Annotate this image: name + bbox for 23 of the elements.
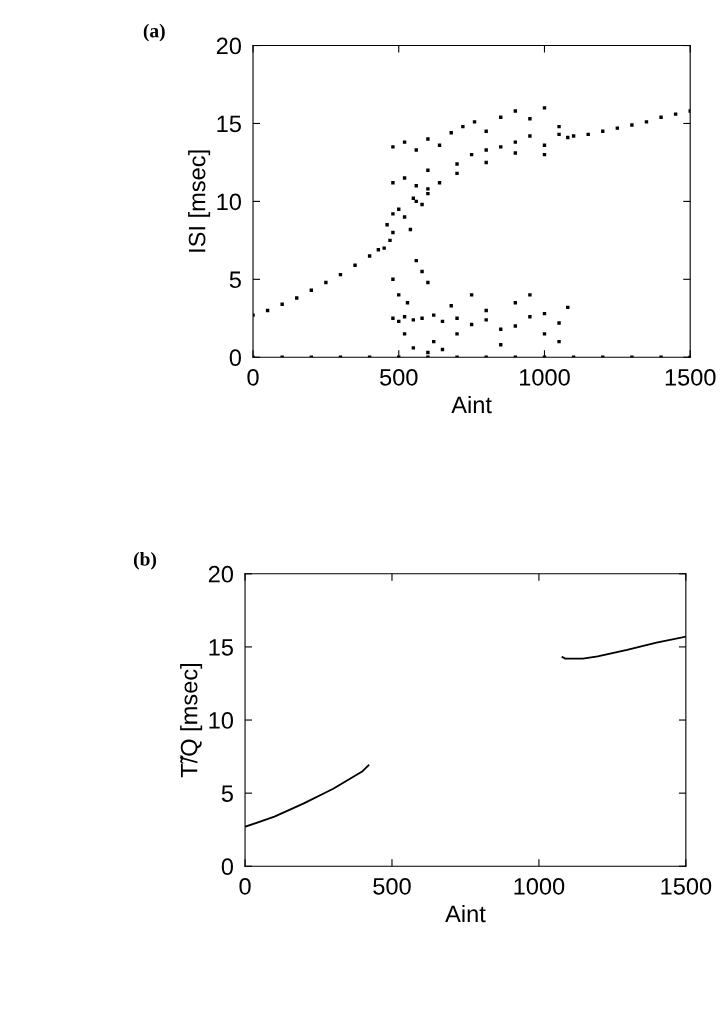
y-axis-title: ISI [msec] [188, 150, 211, 252]
x-axis-title: Aint [451, 395, 492, 414]
y-tick-label: 0 [229, 349, 241, 367]
x-tick-label: 1000 [520, 368, 570, 386]
x-tick-label: 0 [247, 368, 259, 386]
x-axis-title: Aint [445, 904, 486, 923]
x-tick-label: 500 [380, 368, 418, 386]
x-tick-label: 1500 [661, 878, 712, 895]
y-tick-label: 10 [217, 193, 241, 211]
y-tick-label: 5 [221, 785, 233, 802]
y-axis-title: T̃/Q [msec] [180, 664, 203, 778]
y-tick-label: 10 [209, 712, 234, 729]
chart-title: (b) [133, 551, 157, 570]
y-tick-label: 15 [209, 639, 233, 656]
x-tick-label: 1500 [665, 368, 716, 386]
y-tick-label: 0 [221, 858, 234, 876]
x-tick-label: 500 [373, 878, 411, 895]
x-tick-label: 1000 [514, 878, 565, 895]
y-tick-label: 15 [217, 115, 241, 133]
y-tick-label: 5 [229, 271, 241, 289]
y-tick-label: 20 [208, 565, 234, 583]
y-tick-label: 20 [216, 37, 241, 55]
chart-title: (a) [143, 23, 165, 42]
